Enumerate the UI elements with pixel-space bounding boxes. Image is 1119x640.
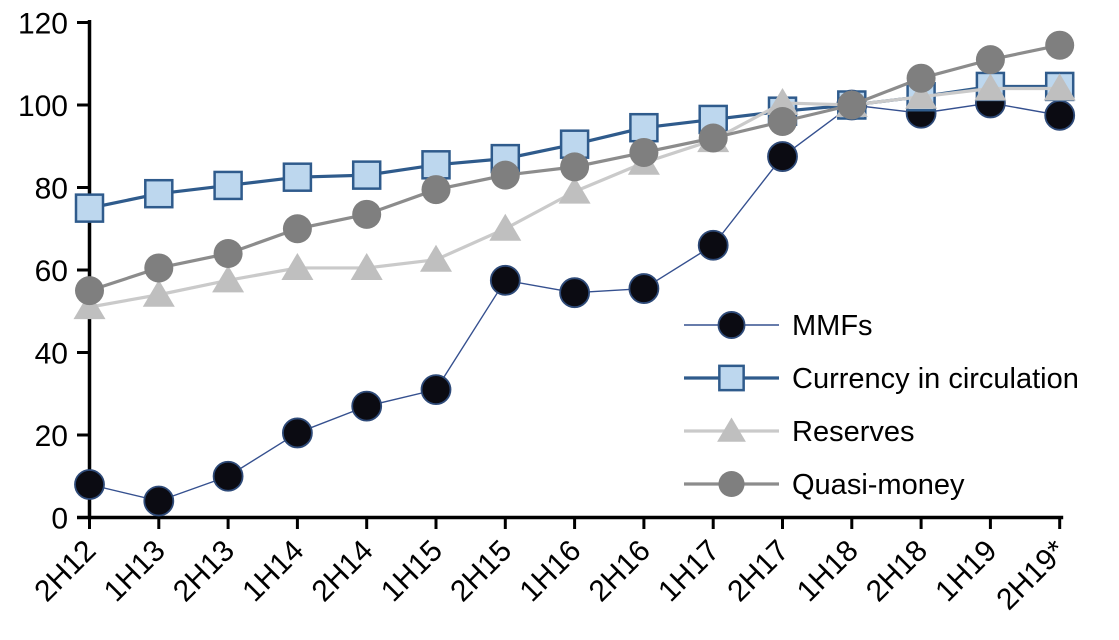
legend-label-quasi-money: Quasi-money <box>792 469 965 501</box>
marker-quasi-money-2h17 <box>768 107 797 136</box>
marker-mmfs-1h15 <box>420 374 452 406</box>
x-axis-label-2h14: 2H14 <box>306 534 380 608</box>
legend-label-currency-in-circulation: Currency in circulation <box>792 363 1079 395</box>
marker-currency-in-circulation-2h12 <box>74 193 105 223</box>
marker-quasi-money-1h17 <box>698 123 728 153</box>
marker-mmfs-1h13 <box>143 485 175 517</box>
x-axis-label-1h13: 1H13 <box>98 534 172 608</box>
marker-currency-in-circulation-1h14 <box>282 162 313 192</box>
marker-quasi-money-1h13 <box>144 253 174 283</box>
marker-quasi-money-2h16 <box>629 137 659 167</box>
marker-reserves-2h12 <box>73 292 106 320</box>
marker-quasi-money-2h13 <box>213 239 243 268</box>
marker-reserves-1h16 <box>558 176 591 204</box>
marker-quasi-money-1h16 <box>560 152 590 182</box>
legend-label-reserves: Reserves <box>792 416 915 448</box>
marker-reserves-2h14 <box>350 252 383 280</box>
x-axis-label-1h14: 1H14 <box>236 534 310 608</box>
marker-reserves-2h17 <box>766 87 799 115</box>
marker-currency-in-circulation-1h15 <box>421 150 451 180</box>
marker-reserves-legend <box>717 417 746 442</box>
marker-quasi-money-1h18 <box>837 90 867 120</box>
marker-quasi-money-2h14 <box>352 199 382 229</box>
marker-quasi-money-1h19 <box>975 45 1005 75</box>
marker-quasi-money-2h19 <box>1045 30 1075 60</box>
x-axis-label-1h19: 1H19 <box>929 534 1003 608</box>
marker-quasi-money-2h12 <box>75 276 104 306</box>
marker-quasi-money-2h18 <box>906 63 936 93</box>
marker-reserves-2h18 <box>905 81 938 109</box>
x-axis-label-2h19: 2H19* <box>990 534 1073 617</box>
marker-reserves-2h13 <box>212 265 245 293</box>
x-axis-label-2h17: 2H17 <box>721 534 795 608</box>
legend-item-mmfs: MMFs <box>684 310 873 342</box>
marker-reserves-1h19 <box>974 73 1007 101</box>
x-axis-label-1h17: 1H17 <box>652 534 726 608</box>
y-axis-label-40: 40 <box>35 338 68 371</box>
marker-mmfs-1h16 <box>559 277 590 309</box>
y-axis-label-60: 60 <box>35 255 68 288</box>
marker-mmfs-2h19 <box>1044 99 1076 131</box>
legend-label-mmfs: MMFs <box>792 310 873 342</box>
x-axis-label-2h13: 2H13 <box>167 534 241 608</box>
marker-mmfs-2h13 <box>212 460 244 492</box>
x-axis-label-1h18: 1H18 <box>791 534 865 608</box>
x-axis-label-2h18: 2H18 <box>860 534 934 608</box>
legend: MMFs Currency in circulation Reserves Quasi… <box>684 310 1079 501</box>
marker-currency-in-circulation-2h16 <box>629 112 659 143</box>
x-axis-label-1h15: 1H15 <box>375 534 449 608</box>
marker-mmfs-1h14 <box>281 417 313 449</box>
marker-reserves-1h15 <box>420 244 452 272</box>
marker-currency-in-circulation-1h13 <box>144 178 174 209</box>
legend-item-quasi-money: Quasi-money <box>684 469 965 501</box>
marker-mmfs-1h17 <box>697 229 729 261</box>
marker-reserves-2h15 <box>489 213 522 241</box>
marker-reserves-2h19 <box>1043 73 1076 101</box>
y-axis-label-120: 120 <box>18 8 68 41</box>
marker-currency-in-circulation-legend <box>718 364 745 392</box>
marker-mmfs-2h12 <box>74 469 105 500</box>
marker-mmfs-legend <box>717 311 746 339</box>
marker-currency-in-circulation-2h13 <box>213 170 243 201</box>
y-axis-label-0: 0 <box>51 503 68 536</box>
marker-mmfs-2h17 <box>767 141 798 172</box>
marker-quasi-money-1h14 <box>282 214 312 244</box>
marker-mmfs-2h14 <box>351 390 383 422</box>
marker-reserves-1h13 <box>142 279 175 307</box>
marker-mmfs-2h16 <box>628 273 660 304</box>
marker-reserves-1h14 <box>281 252 314 280</box>
marker-quasi-money-legend <box>718 470 745 498</box>
x-axis-label-2h16: 2H16 <box>583 534 657 608</box>
x-axis-label-1h16: 1H16 <box>514 534 588 608</box>
series-quasi-money <box>75 30 1075 306</box>
y-axis-label-100: 100 <box>18 90 68 123</box>
y-axis-label-80: 80 <box>35 173 68 206</box>
x-axis-label-2h15: 2H15 <box>444 534 518 608</box>
marker-quasi-money-1h15 <box>421 175 451 205</box>
y-axis-label-20: 20 <box>35 420 68 453</box>
legend-item-currency-in-circulation: Currency in circulation <box>684 363 1079 395</box>
x-axis-label-2h12: 2H12 <box>28 534 102 608</box>
marker-currency-in-circulation-2h14 <box>351 160 382 190</box>
marker-quasi-money-2h15 <box>490 160 520 190</box>
marker-mmfs-2h15 <box>489 264 521 296</box>
legend-item-reserves: Reserves <box>684 416 915 448</box>
